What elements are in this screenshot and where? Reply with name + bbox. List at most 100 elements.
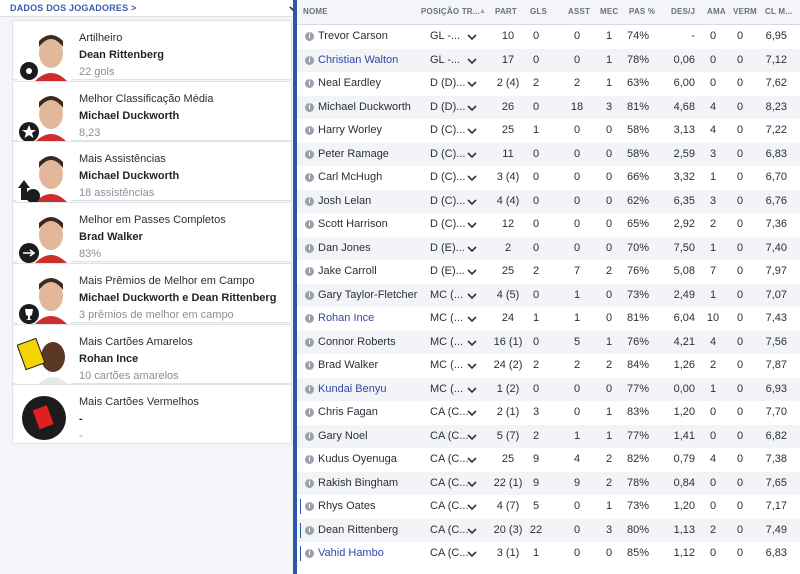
position-select[interactable]: D (C)... — [430, 124, 466, 136]
position-select[interactable]: MC (... — [430, 335, 463, 348]
chevron-down-icon[interactable] — [467, 361, 477, 371]
table-row[interactable]: i Gary Noel CA (C... 5 (7) 2 1 1 77% 1,41 0 0 6,82 — [297, 424, 800, 448]
info-icon[interactable]: i — [305, 455, 314, 464]
position-select[interactable]: D (C)... — [430, 171, 466, 183]
chevron-down-icon[interactable] — [467, 197, 477, 207]
player-name-link[interactable]: Gary Taylor-Fletcher — [318, 288, 418, 301]
player-name-link[interactable]: Dan Jones — [318, 241, 371, 254]
player-name-link[interactable]: Josh Lelan — [318, 194, 372, 207]
chevron-down-icon[interactable] — [467, 314, 477, 324]
position-select[interactable]: D (E)... — [430, 241, 465, 254]
info-icon[interactable]: i — [305, 220, 314, 229]
info-icon[interactable]: i — [305, 337, 314, 347]
position-select[interactable]: MC (... — [430, 312, 463, 324]
table-row[interactable]: i Neal Eardley D (D)... 2 (4) 2 2 1 63% 6,00 0 0 7,… — [297, 72, 800, 96]
position-select[interactable]: CA (C... — [430, 523, 469, 536]
chevron-down-icon[interactable] — [467, 338, 477, 348]
info-icon[interactable]: i — [305, 502, 314, 511]
table-row[interactable]: i Vahid Hambo CA (C... 3 (1) 1 0 0 85% 1,12 0 0 6,8… — [297, 542, 800, 566]
chevron-down-icon[interactable] — [467, 244, 477, 254]
chevron-down-icon[interactable] — [467, 173, 477, 183]
position-select[interactable]: MC (... — [430, 382, 463, 395]
table-row[interactable]: i Kudus Oyenuga CA (C... 25 9 4 2 82% 0,79 4 0 7,38 — [297, 448, 800, 472]
stat-leader-card[interactable]: Mais Cartões Vermelhos - - — [12, 384, 292, 445]
position-select[interactable]: D (C)... — [430, 147, 466, 160]
position-select[interactable]: D (C)... — [430, 218, 466, 230]
player-name-link[interactable]: Dean Rittenberg — [318, 523, 399, 536]
player-name-link[interactable]: Rhys Oates — [318, 500, 376, 512]
stat-leader-card[interactable]: Melhor Classificação Média Michael Duckwo… — [12, 80, 292, 142]
col-header-part[interactable]: PART — [495, 7, 517, 16]
stat-player[interactable]: Michael Duckworth — [79, 170, 180, 183]
stat-player[interactable]: Dean Rittenberg — [79, 49, 164, 61]
position-select[interactable]: CA (C... — [430, 476, 469, 489]
position-select[interactable]: D (E)... — [430, 265, 465, 277]
col-header-posicao[interactable]: POSIÇÃO TR... — [421, 7, 481, 16]
info-icon[interactable]: i — [305, 314, 314, 323]
chevron-down-icon[interactable] — [467, 479, 477, 489]
player-name-link[interactable]: Peter Ramage — [318, 147, 389, 160]
chevron-down-icon[interactable] — [467, 79, 477, 89]
chevron-down-icon[interactable] — [467, 432, 477, 442]
stat-player[interactable]: Brad Walker — [79, 231, 143, 244]
player-name-link[interactable]: Kundai Benyu — [318, 382, 387, 395]
chevron-down-icon[interactable] — [467, 32, 477, 42]
player-data-header-link[interactable]: DADOS DOS JOGADORES > — [0, 0, 298, 17]
info-icon[interactable]: i — [305, 102, 314, 112]
info-icon[interactable]: i — [305, 32, 314, 41]
player-name-link[interactable]: Scott Harrison — [318, 218, 388, 230]
table-row[interactable]: i Harry Worley D (C)... 25 1 0 0 58% 3,13 4 0 7,22 — [297, 119, 800, 143]
table-row[interactable]: i Jake Carroll D (E)... 25 2 7 2 76% 5,08 7 0 7,97 — [297, 260, 800, 284]
chevron-down-icon[interactable] — [467, 220, 477, 230]
stat-leader-card[interactable]: Artilheiro Dean Rittenberg 22 gols — [12, 20, 292, 81]
player-name-link[interactable]: Michael Duckworth — [318, 100, 411, 113]
col-header-pas[interactable]: PAS % — [629, 7, 656, 16]
info-icon[interactable]: i — [305, 361, 314, 370]
chevron-down-icon[interactable] — [467, 267, 477, 277]
player-name-link[interactable]: Rakish Bingham — [318, 476, 399, 489]
sort-asc-icon[interactable]: ▲ — [479, 8, 487, 15]
chevron-down-icon[interactable] — [467, 126, 477, 136]
table-row[interactable]: i Carl McHugh D (C)... 3 (4) 0 0 0 66% 3,32 1 0 6,7… — [297, 166, 800, 190]
stat-player[interactable]: - — [79, 413, 83, 426]
player-name-link[interactable]: Christian Walton — [318, 53, 399, 66]
chevron-down-icon[interactable] — [467, 150, 477, 160]
info-icon[interactable]: i — [305, 149, 314, 159]
player-name-link[interactable]: Gary Noel — [318, 429, 368, 442]
player-name-link[interactable]: Neal Eardley — [318, 77, 381, 89]
player-name-link[interactable]: Kudus Oyenuga — [318, 453, 397, 465]
info-icon[interactable]: i — [305, 126, 314, 135]
player-name-link[interactable]: Chris Fagan — [318, 406, 378, 418]
info-icon[interactable]: i — [305, 267, 314, 276]
col-header-asst[interactable]: ASST — [568, 7, 591, 16]
position-select[interactable]: CA (C... — [430, 429, 469, 442]
info-icon[interactable]: i — [305, 79, 314, 88]
table-row[interactable]: i Michael Duckworth D (D)... 26 0 18 3 81% 4,68 4… — [297, 95, 800, 119]
position-select[interactable]: CA (C... — [430, 453, 469, 465]
table-row[interactable]: i Rhys Oates CA (C... 4 (7) 5 0 1 73% 1,20 0 0 7,17 — [297, 495, 800, 519]
position-select[interactable]: D (D)... — [430, 77, 466, 89]
info-icon[interactable]: i — [305, 243, 314, 253]
chevron-down-icon[interactable] — [467, 455, 477, 465]
info-icon[interactable]: i — [305, 290, 314, 300]
stat-leader-card[interactable]: Melhor em Passes Completos Brad Walker 83% — [12, 202, 292, 264]
table-row[interactable]: i Josh Lelan D (C)... 4 (4) 0 0 0 62% 6,35 3 0 6,76 — [297, 189, 800, 213]
table-row[interactable]: i Christian Walton GL -... 17 0 0 1 78% 0,06 0 0 7,… — [297, 48, 800, 72]
position-select[interactable]: D (C)... — [430, 194, 466, 207]
stat-player[interactable]: Rohan Ince — [79, 352, 139, 365]
player-name-link[interactable]: Carl McHugh — [318, 171, 383, 183]
stat-player[interactable]: Michael Duckworth e Dean Rittenberg — [79, 291, 277, 304]
position-select[interactable]: MC (... — [430, 359, 463, 371]
stat-leader-card[interactable]: Mais Assistências Michael Duckworth 18 ass… — [12, 141, 292, 203]
info-icon[interactable]: i — [305, 431, 314, 441]
player-name-link[interactable]: Connor Roberts — [318, 335, 396, 348]
table-row[interactable]: i Scott Harrison D (C)... 12 0 0 0 65% 2,92 2 0 7,3… — [297, 213, 800, 237]
table-row[interactable]: i Rohan Ince MC (... 24 1 1 0 81% 6,04 10 0 7,43 — [297, 307, 800, 331]
panel-divider[interactable] — [293, 0, 297, 574]
col-header-gls[interactable]: GLS — [530, 7, 548, 16]
table-row[interactable]: i Chris Fagan CA (C... 2 (1) 3 0 1 83% 1,20 0 0 7,7… — [297, 401, 800, 425]
player-name-link[interactable]: Trevor Carson — [318, 30, 388, 42]
table-row[interactable]: i Connor Roberts MC (... 16 (1) 0 5 1 76% 4,21 4 0… — [297, 330, 800, 354]
col-header-desj[interactable]: DES/J — [671, 7, 696, 16]
info-icon[interactable]: i — [305, 196, 314, 206]
